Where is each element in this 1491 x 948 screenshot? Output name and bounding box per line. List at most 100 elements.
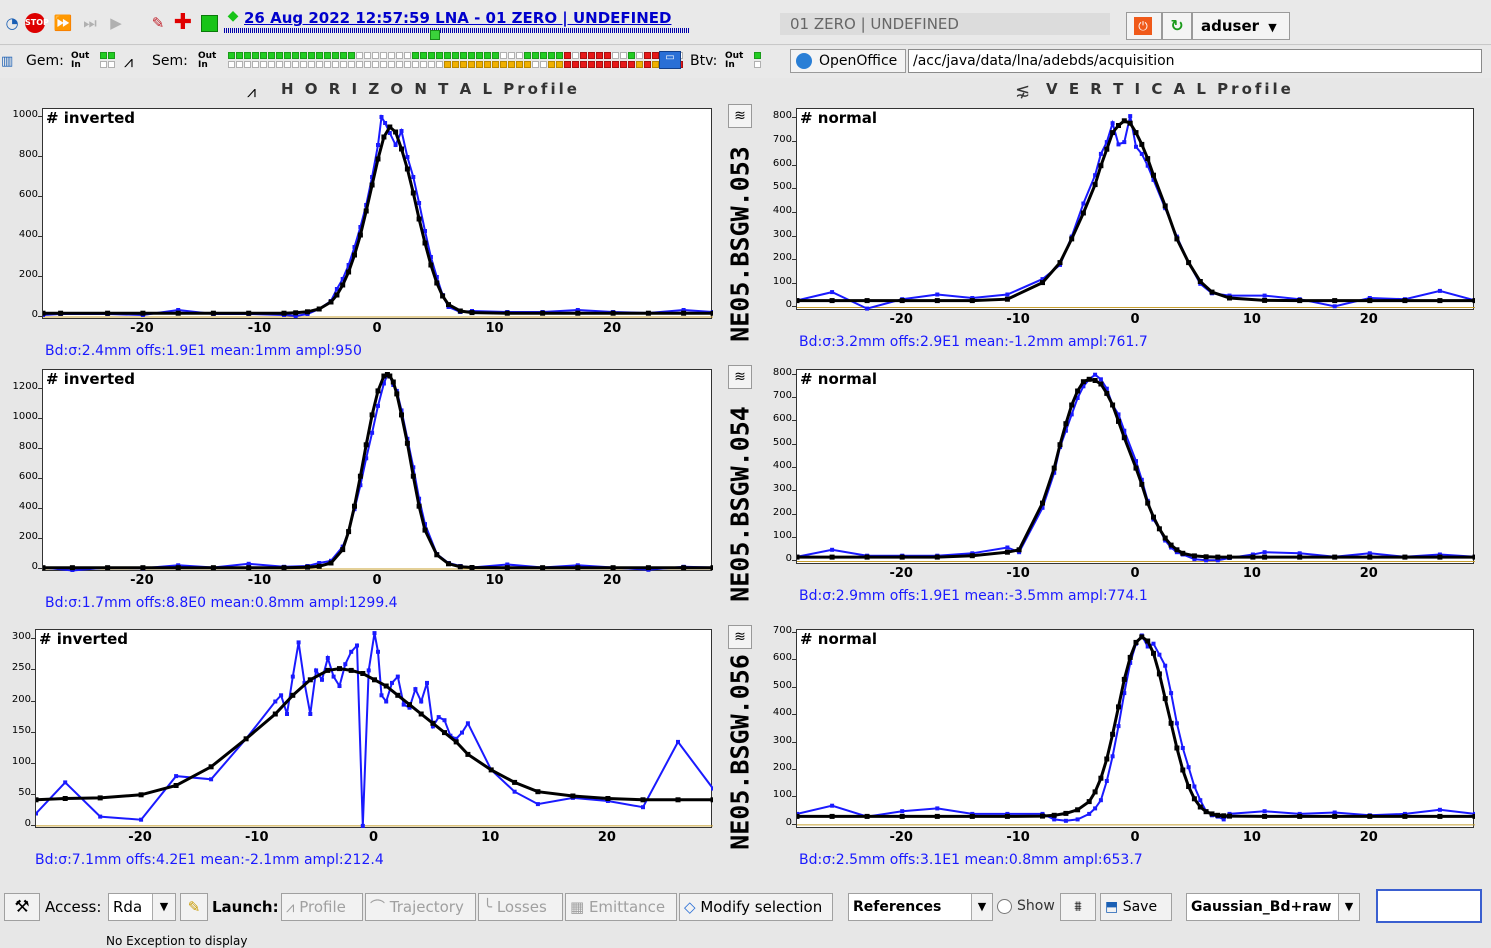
expand-button-056[interactable]: ≋ xyxy=(728,625,752,649)
raw-point xyxy=(417,201,422,205)
chevron-down-icon: ▼ xyxy=(152,894,175,920)
raw-point xyxy=(1093,173,1098,178)
fit-point xyxy=(1227,554,1232,560)
sem-led xyxy=(252,61,259,68)
modify-selection-button[interactable]: ◇ Modify selection xyxy=(679,893,833,921)
expand-button-053[interactable]: ≋ xyxy=(728,104,752,128)
y-tick-label: 700 xyxy=(772,134,792,146)
profile-icon: ⩘ xyxy=(286,898,300,916)
sem-led xyxy=(444,61,451,68)
fit-point xyxy=(453,739,459,745)
profile-wave-icon: ⩘ xyxy=(124,52,134,71)
y-tick-label: 800 xyxy=(18,441,38,453)
add-icon[interactable]: ✚ xyxy=(173,10,193,35)
show-radio[interactable] xyxy=(997,899,1012,914)
fit-point xyxy=(334,292,340,298)
step-icon[interactable]: ⏭ xyxy=(83,14,97,32)
raw-point xyxy=(935,292,940,297)
plot-area-4[interactable]: # normal xyxy=(796,369,1475,564)
raw-point xyxy=(1122,140,1127,145)
raw-point xyxy=(352,245,357,249)
sem-led xyxy=(340,52,347,59)
x-tick-label: 20 xyxy=(603,573,622,588)
sem-led xyxy=(412,61,419,68)
raw-point xyxy=(1116,142,1121,147)
play-icon[interactable]: ▶ xyxy=(110,14,122,32)
record-button[interactable]: ⏻ xyxy=(1126,12,1162,40)
y-tick-label: 200 xyxy=(772,252,792,264)
fit-select[interactable]: Gaussian_Bd+raw ▼ xyxy=(1186,893,1360,921)
plot-area-5[interactable]: # inverted xyxy=(35,629,713,828)
save-button[interactable]: ⬒ Save xyxy=(1100,893,1172,921)
launch-trajectory-button[interactable]: ⌒ Trajectory xyxy=(365,893,476,921)
raw-point xyxy=(1098,151,1103,156)
fit-point xyxy=(1116,418,1121,424)
raw-point xyxy=(296,640,301,645)
user-menu-button[interactable]: aduser ▼ xyxy=(1192,12,1290,40)
launch-emittance-button[interactable]: ▦ Emittance xyxy=(565,893,677,921)
fit-point xyxy=(346,269,352,275)
raw-point xyxy=(1005,545,1010,550)
raw-point xyxy=(381,381,386,386)
references-select[interactable]: References ▼ xyxy=(848,893,993,921)
sem-led xyxy=(372,52,379,59)
raw-point xyxy=(1139,151,1144,156)
fit-point xyxy=(610,565,616,571)
fit-point xyxy=(1116,704,1121,710)
x-tick-label: 10 xyxy=(1242,830,1261,845)
fit-point xyxy=(416,503,422,509)
sem-led xyxy=(580,52,587,59)
sem-led xyxy=(436,61,443,68)
launch-losses-button[interactable]: ╰ Losses xyxy=(478,893,563,921)
plot-area-3[interactable]: # inverted xyxy=(42,369,713,572)
y-tick-label: 300 xyxy=(11,631,31,643)
expand-button-054[interactable]: ≋ xyxy=(728,365,752,389)
fit-point xyxy=(43,565,46,571)
cycle-title-link[interactable]: 26 Aug 2022 12:57:59 LNA - 01 ZERO | UND… xyxy=(244,9,672,27)
raw-point xyxy=(423,229,427,233)
fit-point xyxy=(422,527,428,533)
stop-icon[interactable]: STOP xyxy=(25,13,49,33)
raw-point xyxy=(711,786,713,791)
fit-point xyxy=(43,310,46,316)
sem-led xyxy=(316,61,323,68)
fit-point xyxy=(1139,634,1145,640)
blank-field[interactable] xyxy=(1376,889,1482,923)
chart-icon[interactable]: ▥ xyxy=(1,54,14,69)
refresh-icon: ↻ xyxy=(1170,16,1184,35)
fit-point xyxy=(575,310,581,316)
plot-area-2[interactable]: # normal xyxy=(796,108,1475,311)
tools-button[interactable]: ⚒ xyxy=(4,893,40,921)
plot-area-1[interactable]: # inverted xyxy=(42,108,713,319)
compare-button[interactable]: ⩩ xyxy=(1060,893,1096,921)
refresh-button[interactable]: ↻ xyxy=(1162,12,1192,40)
eraser-icon[interactable]: ✎ xyxy=(151,14,165,32)
step-forward-icon[interactable]: ⏩ xyxy=(53,14,73,32)
sem-led xyxy=(284,61,291,68)
access-select[interactable]: Rda ▼ xyxy=(108,893,176,921)
fit-point xyxy=(1075,807,1081,813)
path-field[interactable]: /acc/java/data/lna/adebds/acquisition xyxy=(908,49,1482,73)
fit-point xyxy=(1075,388,1081,394)
fit-point xyxy=(1040,280,1045,286)
raw-point xyxy=(1192,784,1197,789)
openoffice-button[interactable]: OpenOffice xyxy=(790,49,906,73)
fit-point xyxy=(797,554,800,560)
fit-point xyxy=(337,666,342,672)
clock-icon[interactable]: ◔ xyxy=(5,14,19,32)
sem-led xyxy=(596,61,603,68)
fit-point xyxy=(440,293,446,299)
plot-area-6[interactable]: # normal xyxy=(796,629,1475,828)
raw-point xyxy=(1134,144,1138,149)
fit-point xyxy=(1004,296,1010,302)
monitor-icon[interactable]: ▭ xyxy=(659,51,681,69)
ruler-button[interactable]: ✎ xyxy=(180,893,208,921)
fit-point xyxy=(1121,676,1127,682)
y-tick xyxy=(792,796,796,798)
fit-point xyxy=(346,529,352,535)
sem-led xyxy=(332,61,339,68)
y-tick xyxy=(31,762,35,764)
fit-point xyxy=(360,671,366,676)
launch-profile-button[interactable]: ⩘ Profile xyxy=(281,893,363,921)
y-tick-label: 400 xyxy=(772,204,792,216)
